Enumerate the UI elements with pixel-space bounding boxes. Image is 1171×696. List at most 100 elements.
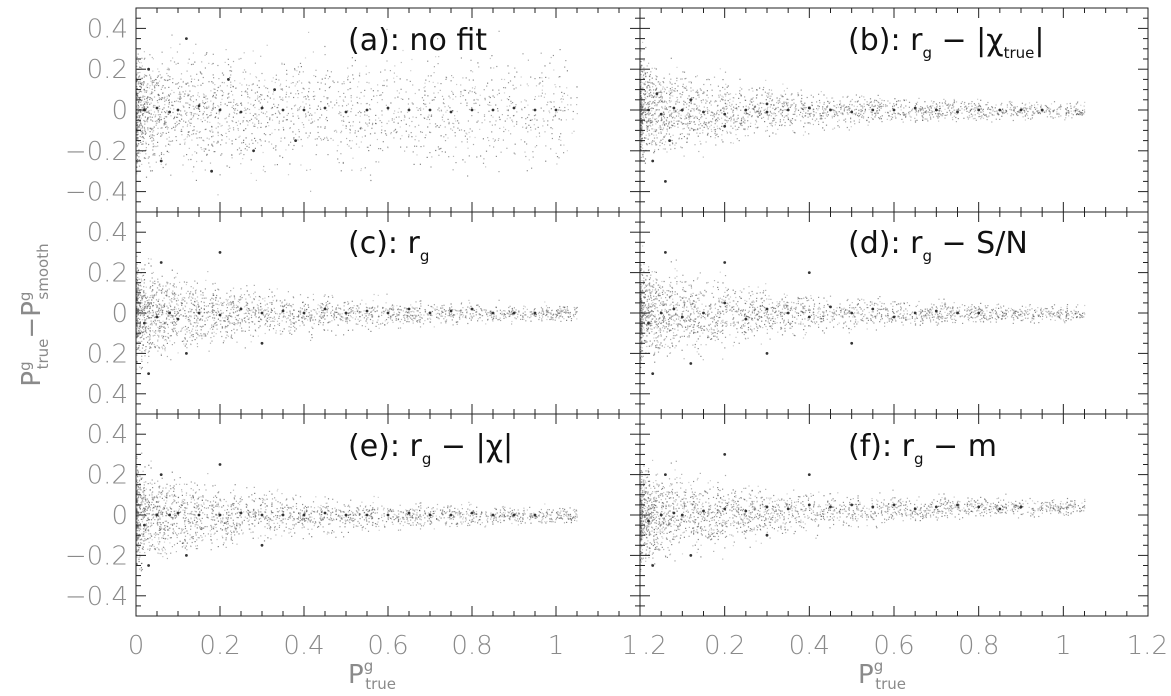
panel-f-point bbox=[672, 511, 676, 515]
x-tick-label: 0.8 bbox=[958, 631, 999, 661]
y-tick-label: 0.4 bbox=[87, 14, 128, 44]
panel-e-point bbox=[218, 513, 222, 517]
panel-d-point bbox=[744, 317, 748, 321]
panel-f-point bbox=[680, 513, 684, 517]
panel-a-point bbox=[197, 104, 201, 108]
panel-b-point bbox=[672, 106, 676, 110]
x-tick-label: 0.6 bbox=[873, 631, 914, 661]
panel-e-point bbox=[260, 513, 264, 517]
panel-d-point bbox=[892, 315, 896, 319]
panel-c-point bbox=[302, 311, 306, 315]
panel-e-point bbox=[239, 511, 243, 515]
panel-a-point bbox=[407, 108, 411, 112]
panel-a-point bbox=[512, 106, 516, 110]
panel-f-point bbox=[765, 533, 769, 537]
panel-a-point bbox=[176, 108, 180, 112]
y-tick-label: 0 bbox=[111, 501, 128, 531]
panel-f bbox=[640, 453, 1086, 572]
panel-c-point bbox=[365, 309, 369, 313]
panel-c-point bbox=[533, 311, 537, 315]
y-tick-label: 0 bbox=[111, 96, 128, 126]
panel-a-point bbox=[252, 149, 256, 153]
panel-a-point bbox=[554, 108, 558, 112]
y-tick-label: 0.2 bbox=[87, 339, 128, 369]
panels-group bbox=[136, 28, 1086, 572]
panel-e-point bbox=[218, 463, 222, 466]
panel-c-point bbox=[260, 341, 264, 345]
panel-f-point bbox=[702, 509, 705, 513]
y-tick-label: 0.2 bbox=[87, 55, 128, 85]
panel-a-point bbox=[273, 88, 276, 91]
panel-a-point bbox=[365, 108, 369, 112]
panel-f-point bbox=[807, 473, 811, 476]
panel-a-point bbox=[294, 139, 297, 143]
panel-e-point bbox=[533, 513, 537, 517]
panel-d-point bbox=[680, 315, 684, 319]
panel-b-point bbox=[807, 106, 811, 110]
panel-c-point bbox=[197, 311, 201, 315]
panel-f-point bbox=[723, 453, 727, 456]
panel-a-point bbox=[210, 169, 214, 173]
panel-c-point bbox=[428, 311, 432, 315]
y-tick-label: 0.4 bbox=[87, 380, 128, 410]
panel-c-point bbox=[386, 311, 390, 315]
panel-b-point bbox=[668, 139, 671, 143]
panel-c-point bbox=[147, 372, 151, 375]
x-tick-label: 0.4 bbox=[789, 631, 830, 661]
panel-b-point bbox=[998, 108, 1002, 112]
panel-b-point bbox=[786, 108, 790, 112]
panel-a-point bbox=[491, 108, 495, 112]
panel-a-point bbox=[239, 110, 243, 114]
panel-c-point bbox=[281, 309, 285, 313]
panel-e-point bbox=[155, 513, 159, 517]
panel-c-point bbox=[159, 261, 163, 264]
panel-b-point bbox=[956, 110, 959, 114]
panel-d-point bbox=[850, 341, 854, 345]
panel-e-point bbox=[260, 543, 264, 547]
panel-title-e: (e): rg − |χ| bbox=[348, 429, 513, 468]
panel-c-point bbox=[239, 307, 243, 311]
panel-e-point bbox=[365, 513, 369, 517]
panel-f-point bbox=[956, 503, 959, 507]
panel-c-point bbox=[491, 311, 495, 315]
panel-c-point bbox=[185, 352, 188, 355]
panel-e-point bbox=[168, 513, 172, 517]
panel-a-point bbox=[449, 110, 453, 114]
x-tick-label: 0.4 bbox=[283, 631, 324, 661]
panel-b-point-cloud bbox=[640, 41, 1086, 164]
panel-d-point bbox=[934, 309, 938, 313]
tick-labels-group: 0.40.20−0.2−0.40.40.200.20.40.40.20−0.2−… bbox=[65, 14, 1168, 661]
panel-e-point bbox=[176, 511, 180, 515]
panel-d-point bbox=[956, 311, 959, 315]
x-tick-label: 1 bbox=[1055, 631, 1072, 661]
panel-title-a: (a): no fit bbox=[348, 23, 487, 58]
panel-d-point bbox=[723, 261, 727, 264]
panel-e-point bbox=[185, 554, 188, 557]
panel-e-point bbox=[147, 564, 151, 567]
panel-b-point bbox=[680, 108, 684, 112]
panel-c-point bbox=[155, 315, 159, 319]
x-axis-title-left: Pg true bbox=[348, 657, 396, 693]
panel-a-point bbox=[533, 108, 537, 112]
x-tick-label: 0 bbox=[128, 631, 145, 661]
panel-c-point bbox=[407, 307, 411, 311]
y-tick-label: −0.2 bbox=[65, 137, 128, 167]
panel-a-point bbox=[155, 106, 159, 110]
panel-e-point bbox=[302, 513, 306, 517]
y-tick-label: −0.4 bbox=[65, 582, 128, 612]
panel-b-point bbox=[913, 106, 917, 110]
panel-title-f: (f): rg − m bbox=[848, 429, 997, 468]
y-tick-label: −0.4 bbox=[65, 178, 128, 208]
panel-f-point bbox=[689, 554, 693, 557]
panel-d-point bbox=[829, 305, 832, 309]
panel-c-point bbox=[344, 311, 348, 315]
panel-b-point bbox=[744, 108, 748, 112]
panel-a-point bbox=[470, 108, 474, 112]
panel-d-point bbox=[723, 301, 727, 305]
panel-a-point bbox=[168, 110, 172, 114]
panel-d-point bbox=[850, 311, 854, 315]
panel-a bbox=[136, 28, 578, 196]
y-tick-label: 0.4 bbox=[87, 218, 128, 248]
x-tick-label: .2 bbox=[642, 631, 667, 661]
panel-c-point bbox=[218, 251, 222, 254]
